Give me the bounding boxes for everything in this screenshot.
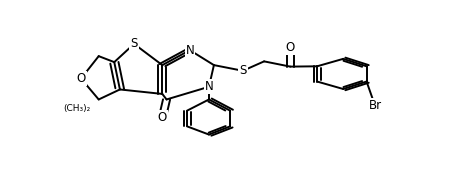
Text: O: O <box>76 72 86 85</box>
Text: (CH₃)₂: (CH₃)₂ <box>63 104 90 113</box>
Text: S: S <box>130 37 137 50</box>
Text: S: S <box>239 64 246 77</box>
Text: O: O <box>285 41 294 54</box>
Text: O: O <box>157 111 167 124</box>
Text: N: N <box>204 80 213 93</box>
Text: Br: Br <box>368 99 381 112</box>
Text: N: N <box>185 44 194 57</box>
